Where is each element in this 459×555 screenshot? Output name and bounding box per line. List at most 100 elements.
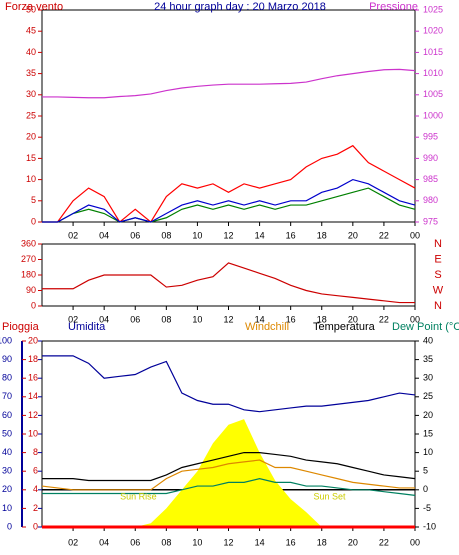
y-tick-label: 100 [0,335,12,345]
y2-tick-label: 35 [423,354,433,364]
y2-tick-label: 0 [423,484,428,494]
solar-area [42,419,415,527]
y3-tick-label: 18 [28,354,38,364]
x-tick-label: 02 [68,314,78,324]
x-tick-label: 06 [130,314,140,324]
direction-label: W [433,284,444,296]
x-tick-label: 20 [348,230,358,240]
y2-tick-label: 980 [423,195,438,205]
y3-tick-label: 10 [28,428,38,438]
y-tick-label: 10 [26,174,36,184]
y-tick-label: 30 [2,466,12,476]
y-tick-label: 0 [31,300,36,310]
y-tick-label: 270 [21,254,36,264]
x-tick-label: 16 [286,537,296,547]
y-tick-label: 0 [7,521,12,531]
series-line [42,452,416,482]
legend-label: Pioggia [2,321,40,333]
legend-label: Umidita [68,321,106,333]
series-line [41,459,415,491]
y3-tick-label: 16 [28,373,38,383]
x-tick-label: 04 [99,314,109,324]
y-tick-label: 90 [26,285,36,295]
x-tick-label: 18 [317,230,327,240]
y2-tick-label: 975 [423,216,438,226]
y-tick-label: 360 [21,238,36,248]
x-tick-label: 14 [255,230,265,240]
y-tick-label: 20 [2,484,12,494]
x-tick-label: 12 [223,537,233,547]
y-tick-label: 0 [31,216,36,226]
x-tick-label: 08 [161,230,171,240]
y-tick-label: 45 [26,26,36,36]
x-tick-label: 06 [130,230,140,240]
x-tick-label: 00 [410,537,420,547]
y3-tick-label: 20 [28,335,38,345]
x-tick-label: 10 [192,537,202,547]
y3-tick-label: 2 [33,503,38,513]
y2-tick-label: 25 [423,391,433,401]
y-tick-label: 40 [26,47,36,57]
x-tick-label: 16 [286,230,296,240]
y2-tick-label: 1000 [423,110,443,120]
y2-tick-label: 1025 [423,4,443,14]
y3-tick-label: 12 [28,410,38,420]
x-tick-label: 18 [317,537,327,547]
y3-tick-label: 8 [33,447,38,457]
series-line [42,187,416,223]
y3-tick-label: 0 [33,521,38,531]
x-tick-label: 18 [317,314,327,324]
y-tick-label: 80 [2,373,12,383]
x-tick-label: 14 [255,537,265,547]
legend-label: Temperatura [313,321,376,333]
series-line [42,144,416,223]
y2-tick-label: 1015 [423,47,443,57]
x-tick-label: 04 [99,537,109,547]
y-tick-label: 35 [26,68,36,78]
y-tick-label: 25 [26,110,36,120]
chart-title: 24 hour graph day : 20 Marzo 2018 [154,1,326,13]
y-tick-label: 15 [26,153,36,163]
y-tick-label: 70 [2,391,12,401]
y-tick-label: 20 [26,132,36,142]
legend-label: Windchill [245,321,289,333]
y2-tick-label: 20 [423,410,433,420]
direction-label: E [434,253,441,265]
annotation: Sun Set [314,491,347,501]
y2-tick-label: 1010 [423,68,443,78]
y2-tick-label: 990 [423,153,438,163]
legend-label: Pressione [369,1,418,13]
series-line [42,355,416,413]
y-tick-label: 60 [2,410,12,420]
x-tick-label: 12 [223,230,233,240]
y2-tick-label: -10 [423,521,436,531]
y-tick-label: 50 [2,428,12,438]
y2-tick-label: 1005 [423,89,443,99]
x-tick-label: 04 [99,230,109,240]
x-tick-label: 08 [161,314,171,324]
legend-label: Forza vento [5,1,63,13]
x-tick-label: 12 [223,314,233,324]
y2-tick-label: 5 [423,466,428,476]
x-tick-label: 10 [192,230,202,240]
y2-tick-label: 40 [423,335,433,345]
y2-tick-label: 995 [423,132,438,142]
x-tick-label: 20 [348,537,358,547]
series-line [42,68,416,99]
y-tick-label: 180 [21,269,36,279]
y3-tick-label: 4 [33,484,38,494]
x-tick-label: 00 [410,314,420,324]
direction-label: S [434,269,441,281]
y2-tick-label: 30 [423,373,433,383]
series-line [42,178,416,223]
direction-label: N [434,238,442,250]
x-tick-label: 22 [379,314,389,324]
y2-tick-label: 10 [423,447,433,457]
y-tick-label: 50 [26,4,36,14]
x-tick-label: 00 [410,230,420,240]
y2-tick-label: 1020 [423,26,443,36]
y2-tick-label: 15 [423,428,433,438]
x-tick-label: 16 [286,314,296,324]
direction-label: N [434,300,442,312]
